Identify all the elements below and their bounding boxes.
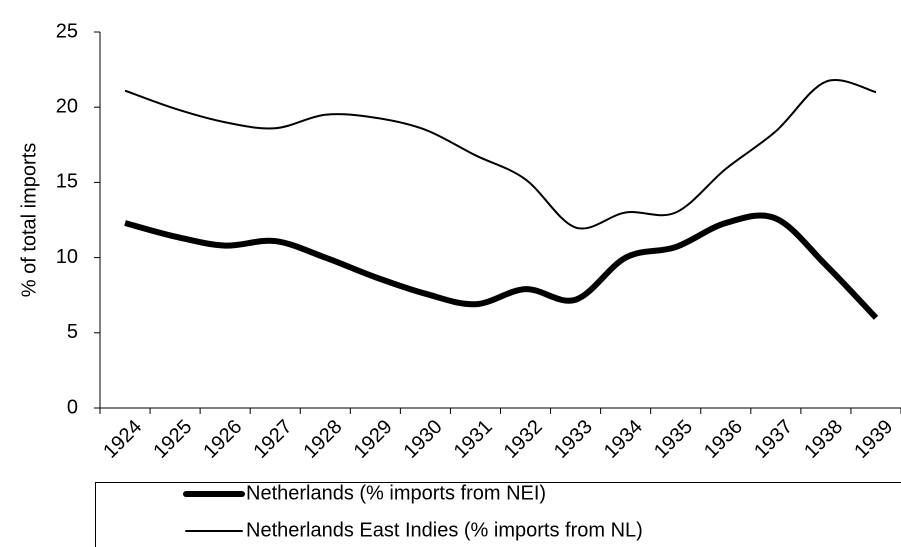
- series-line: [124, 212, 879, 320]
- x-tick-label: 1938: [800, 416, 847, 463]
- x-tick-label: 1930: [400, 416, 447, 463]
- legend-box: [95, 482, 901, 547]
- y-tick-label: 25: [56, 20, 78, 42]
- x-tick-label: 1934: [600, 416, 647, 463]
- y-tick-label: 0: [67, 396, 78, 418]
- x-tick-label: 1927: [249, 416, 296, 463]
- y-axis-label: % of total imports: [18, 143, 40, 298]
- x-tick-label: 1924: [99, 416, 146, 463]
- x-tick-label: 1939: [850, 416, 897, 463]
- legend-label: Netherlands East Indies (% imports from …: [246, 519, 643, 541]
- x-tick-label: 1928: [300, 416, 347, 463]
- x-tick-label: 1929: [350, 416, 397, 463]
- legend-label: Netherlands (% imports from NEI): [246, 482, 546, 504]
- x-tick-label: 1932: [500, 416, 547, 463]
- x-tick-label: 1926: [199, 416, 246, 463]
- x-tick-label: 1937: [750, 416, 797, 463]
- y-tick-label: 5: [67, 321, 78, 343]
- x-tick-label: 1925: [149, 416, 196, 463]
- x-tick-label: 1933: [550, 416, 597, 463]
- y-tick-label: 20: [56, 95, 78, 117]
- x-tick-label: 1931: [450, 416, 497, 463]
- x-tick-label: 1935: [650, 416, 697, 463]
- y-tick-label: 15: [56, 171, 78, 193]
- x-tick-label: 1936: [700, 416, 747, 463]
- y-tick-label: 10: [56, 246, 78, 268]
- series-line: [124, 79, 877, 230]
